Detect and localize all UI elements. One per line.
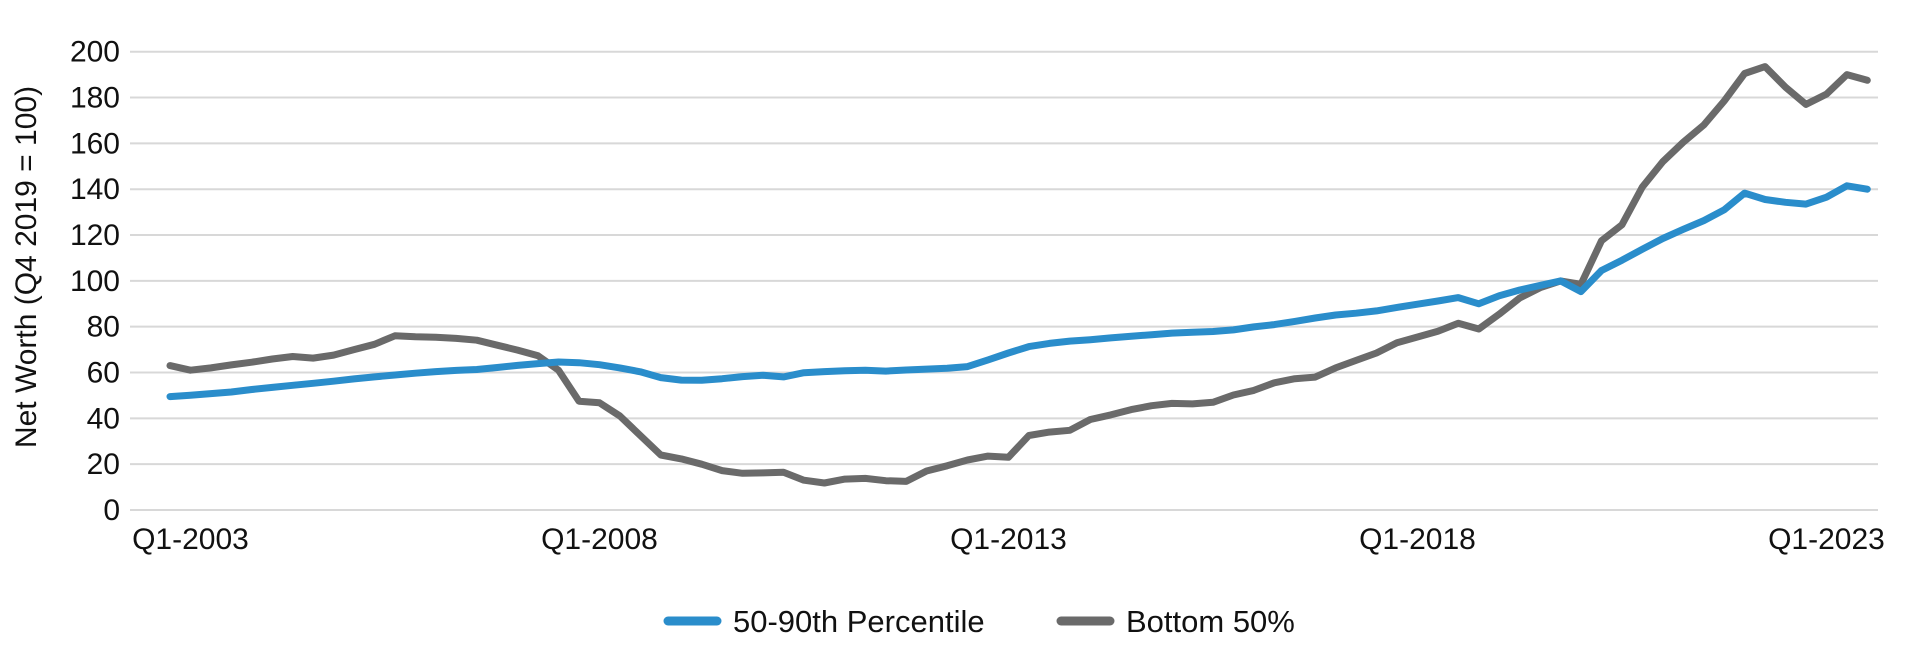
- y-tick-label: 140: [70, 173, 120, 206]
- y-tick-label: 20: [87, 448, 120, 481]
- percentile-50-90-series-line: [166, 182, 1871, 401]
- y-tick-label: 160: [70, 127, 120, 160]
- x-tick-label: Q1-2003: [132, 523, 249, 556]
- x-tick-label: Q1-2008: [541, 523, 658, 556]
- legend: 50-90th Percentile Bottom 50%: [663, 604, 1295, 639]
- y-tick-label: 0: [103, 494, 120, 527]
- legend-label-bottom-50: Bottom 50%: [1126, 604, 1295, 639]
- y-tick-label: 100: [70, 265, 120, 298]
- bottom-50-series-line: [166, 63, 1871, 487]
- x-tick-label: Q1-2013: [950, 523, 1067, 556]
- y-tick-label: 40: [87, 402, 120, 435]
- y-axis-tick-labels: 0 20 40 60 80 100 120 140 160 180 200: [70, 36, 120, 527]
- y-tick-label: 200: [70, 36, 120, 69]
- y-tick-label: 60: [87, 357, 120, 390]
- gridlines: [130, 50, 1878, 511]
- x-tick-label: Q1-2018: [1359, 523, 1476, 556]
- legend-label-50-90th: 50-90th Percentile: [733, 604, 985, 639]
- y-tick-label: 80: [87, 311, 120, 344]
- y-axis-title: Net Worth (Q4 2019 = 100): [10, 86, 43, 448]
- x-axis-tick-labels: Q1-2003 Q1-2008 Q1-2013 Q1-2018 Q1-2023: [132, 523, 1885, 556]
- y-tick-label: 120: [70, 219, 120, 252]
- series-lines: [166, 63, 1871, 487]
- x-tick-label: Q1-2023: [1768, 523, 1885, 556]
- y-tick-label: 180: [70, 82, 120, 115]
